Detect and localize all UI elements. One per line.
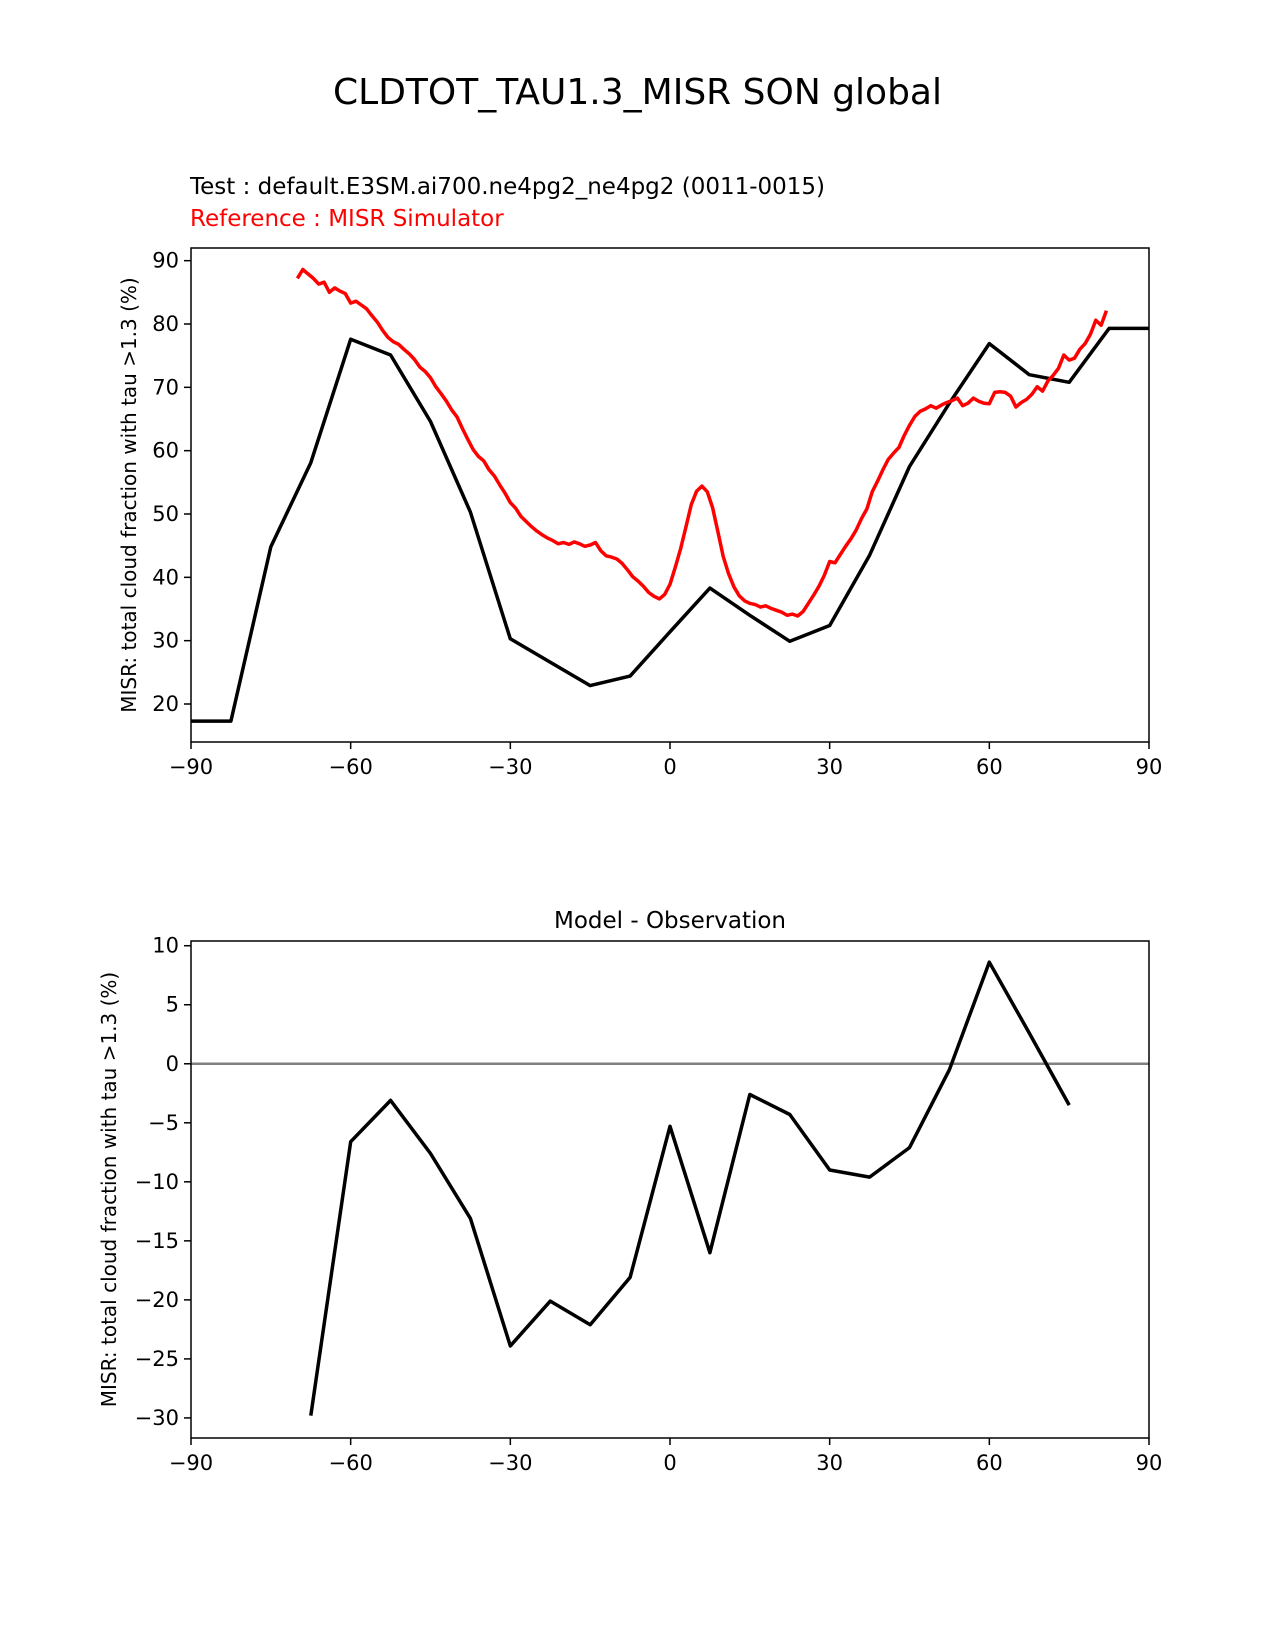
y-tick-label: −20: [135, 1288, 179, 1312]
series-line-test: [191, 326, 1149, 723]
y-tick-label: −5: [148, 1111, 179, 1135]
y-axis-label: MISR: total cloud fraction with tau >1.3…: [117, 277, 141, 712]
x-tick-label: −60: [329, 1451, 373, 1475]
y-tick-label: 80: [152, 312, 179, 336]
series-line-reference: [295, 267, 1109, 618]
x-tick-label: 0: [663, 1451, 676, 1475]
y-tick-label: −10: [135, 1170, 179, 1194]
y-tick-label: 20: [152, 692, 179, 716]
x-tick-label: −60: [329, 755, 373, 779]
y-tick-label: −25: [135, 1347, 179, 1371]
reference-label: Reference : MISR Simulator: [190, 206, 504, 232]
x-tick-label: −30: [488, 1451, 532, 1475]
y-tick-label: 10: [152, 934, 179, 958]
y-tick-label: 60: [152, 439, 179, 463]
y-axis-label: MISR: total cloud fraction with tau >1.3…: [97, 972, 121, 1407]
y-tick-label: −30: [135, 1406, 179, 1430]
x-tick-label: −30: [488, 755, 532, 779]
y-tick-label: 5: [166, 993, 179, 1017]
y-tick-label: 90: [152, 249, 179, 273]
panel-title: Model - Observation: [554, 908, 786, 934]
x-tick-label: 0: [663, 755, 676, 779]
test-label: Test : default.E3SM.ai700.ne4pg2_ne4pg2 …: [190, 174, 826, 200]
plot-frame: [190, 940, 1150, 1439]
y-tick-label: 70: [152, 375, 179, 399]
plot-frame: [190, 247, 1150, 743]
y-tick-label: 40: [152, 565, 179, 589]
y-tick-label: 50: [152, 502, 179, 526]
x-tick-label: −90: [169, 1451, 213, 1475]
x-tick-label: 90: [1136, 1451, 1163, 1475]
y-tick-label: 0: [166, 1052, 179, 1076]
x-tick-label: 60: [976, 755, 1003, 779]
x-tick-label: 30: [816, 755, 843, 779]
x-tick-label: 60: [976, 1451, 1003, 1475]
x-tick-label: −90: [169, 755, 213, 779]
y-tick-label: −15: [135, 1229, 179, 1253]
figure-title: CLDTOT_TAU1.3_MISR SON global: [333, 72, 942, 113]
x-tick-label: 90: [1136, 755, 1163, 779]
series-line-difference: [309, 960, 1071, 1416]
y-tick-label: 30: [152, 629, 179, 653]
x-tick-label: 30: [816, 1451, 843, 1475]
